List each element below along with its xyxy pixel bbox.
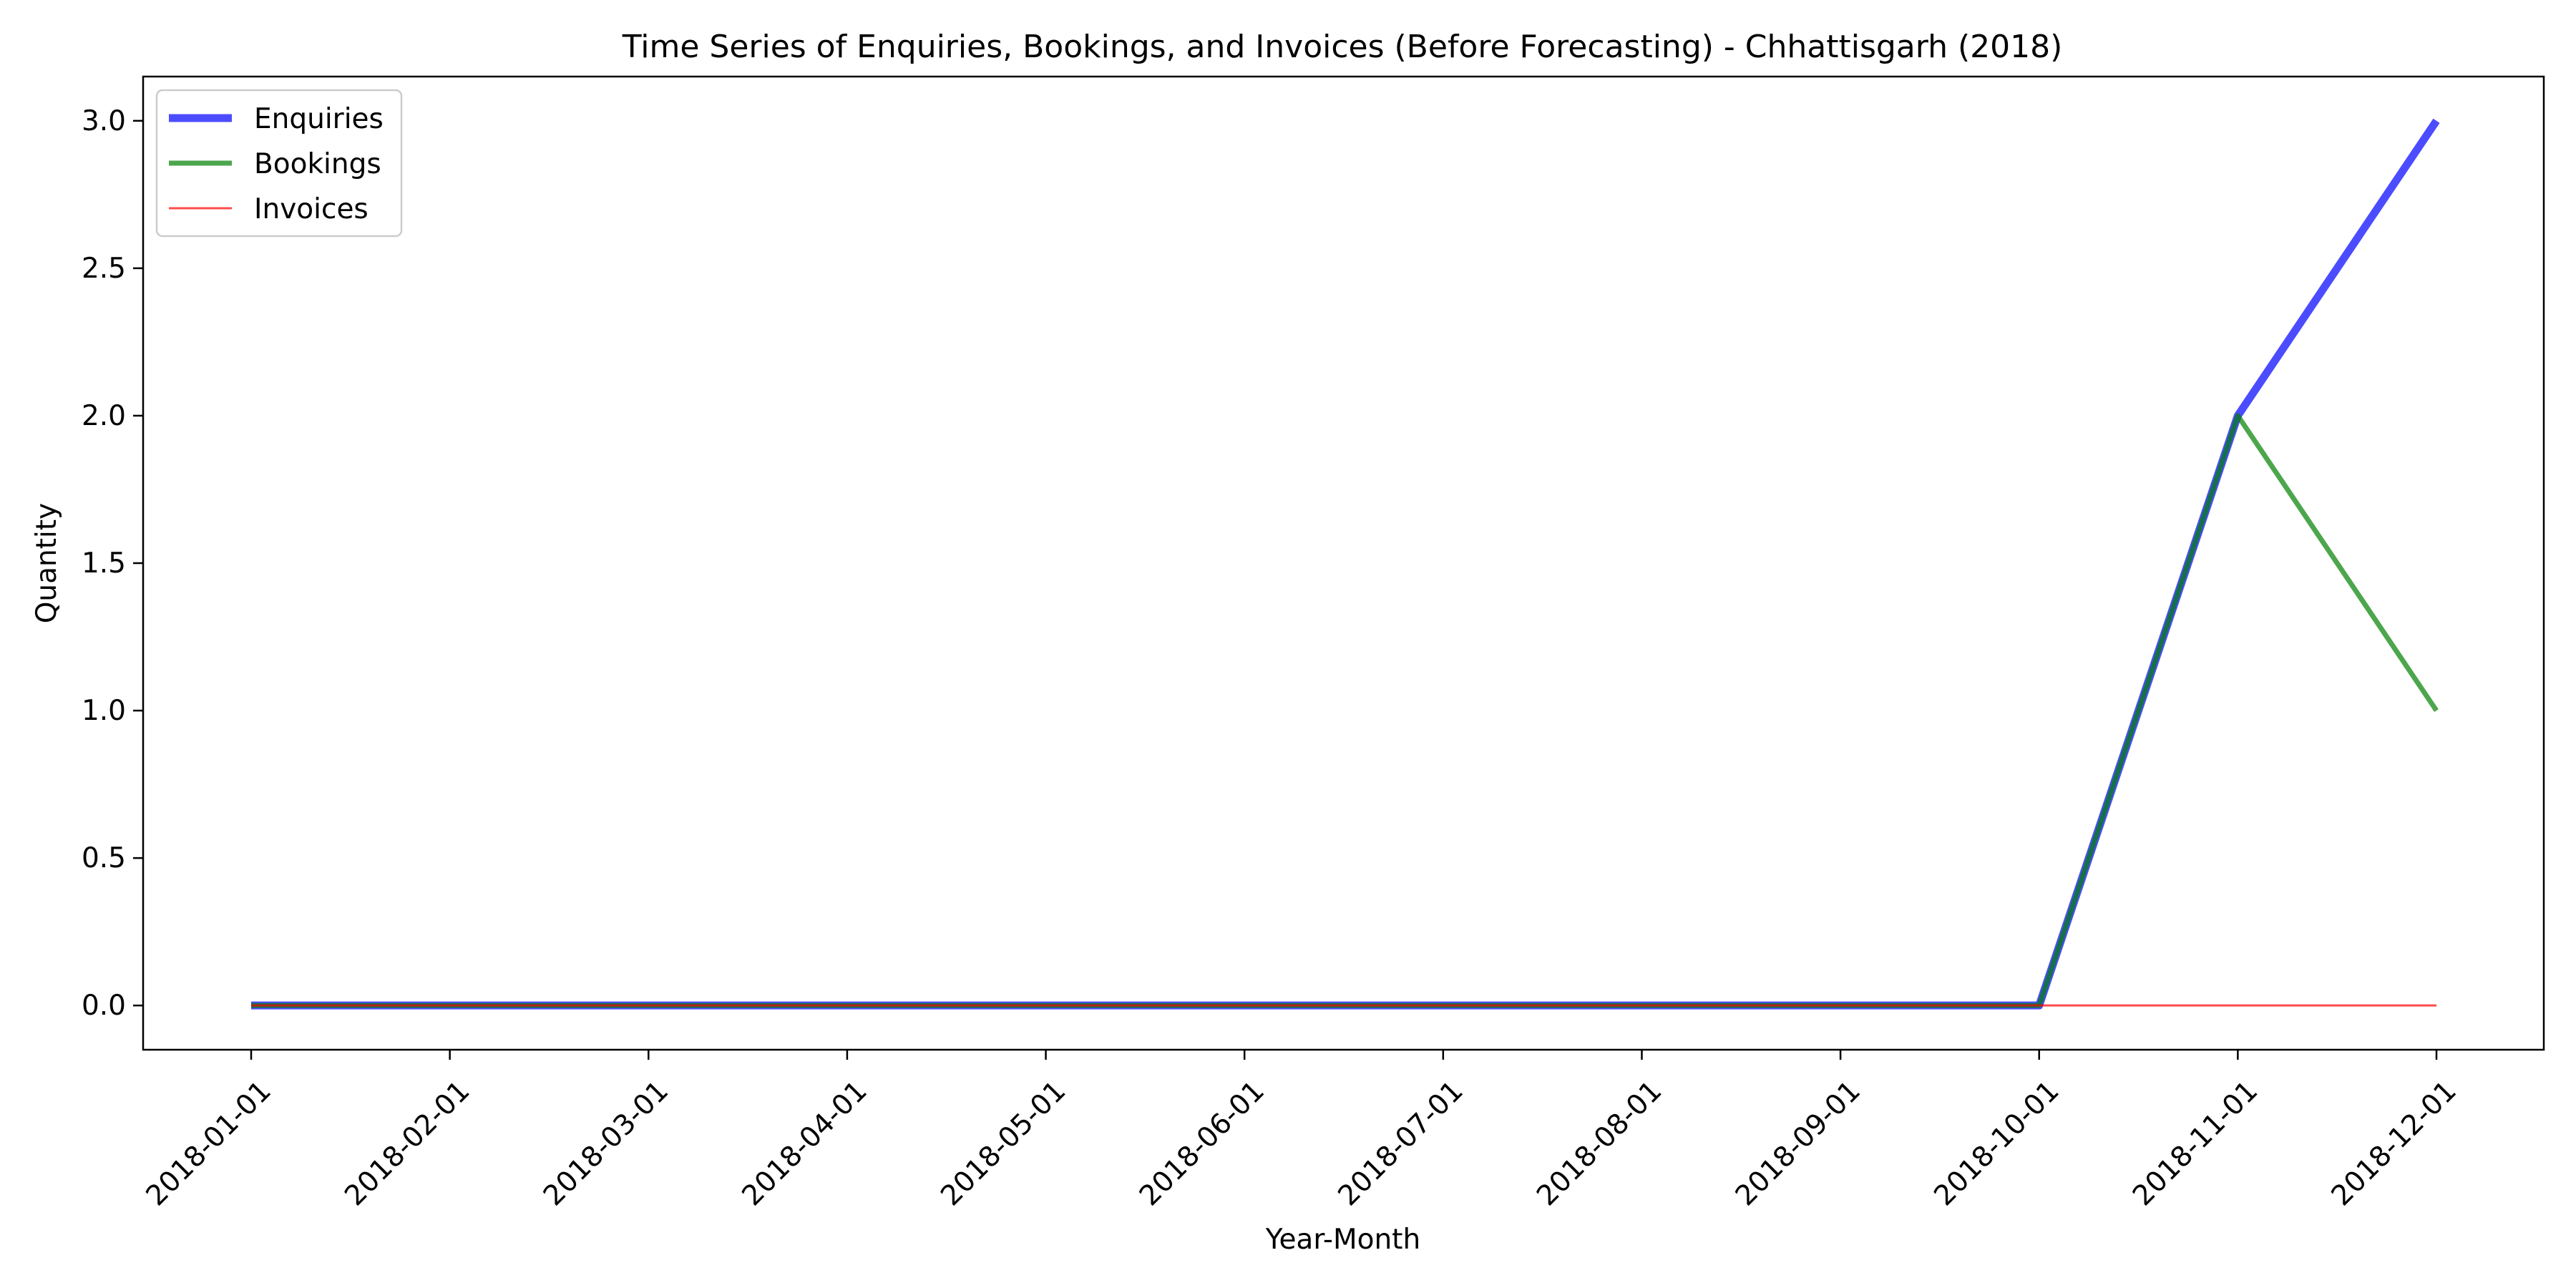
series-line-enquiries — [251, 118, 2440, 1010]
axes-frame — [142, 75, 2545, 1051]
x-tick-label: 2018-02-01 — [338, 1075, 476, 1212]
x-tick-label: 2018-10-01 — [1928, 1075, 2066, 1212]
y-axis-label: Quantity — [31, 503, 63, 624]
y-tick-label: 1.5 — [82, 547, 126, 580]
x-tick-label: 2018-07-01 — [1332, 1075, 1470, 1212]
x-tick-label: 2018-11-01 — [2127, 1075, 2264, 1212]
y-tick-label: 2.0 — [82, 400, 126, 432]
legend-label-invoices: Invoices — [254, 193, 369, 225]
x-tick-label: 2018-05-01 — [935, 1075, 1072, 1212]
series-line-bookings — [251, 413, 2439, 1008]
x-tick-label: 2018-03-01 — [537, 1075, 675, 1212]
y-tick-label: 0.5 — [82, 842, 126, 874]
series-layer — [251, 118, 2440, 1010]
legend-label-enquiries: Enquiries — [254, 103, 384, 135]
x-axis-label: Year-Month — [1265, 1224, 1420, 1256]
x-tick-label: 2018-12-01 — [2326, 1075, 2463, 1212]
x-tick-label: 2018-08-01 — [1531, 1075, 1668, 1212]
x-axis: 2018-01-01 2018-02-01 2018-03-01 2018-04-01… — [140, 1050, 2463, 1212]
legend-box — [155, 89, 403, 238]
y-tick-label: 0.0 — [82, 990, 126, 1022]
x-tick-label: 2018-01-01 — [140, 1075, 278, 1212]
x-tick-label: 2018-06-01 — [1133, 1075, 1271, 1212]
y-axis: 0.0 0.5 1.0 1.5 2.0 2.5 3.0 — [82, 105, 143, 1022]
y-tick-label: 1.0 — [82, 695, 126, 727]
legend: Enquiries Bookings Invoices — [155, 89, 403, 238]
y-tick-label: 2.5 — [82, 253, 126, 285]
legend-label-bookings: Bookings — [254, 148, 381, 180]
x-tick-label: 2018-09-01 — [1729, 1075, 1867, 1212]
y-tick-label: 3.0 — [82, 105, 126, 137]
x-tick-label: 2018-04-01 — [736, 1075, 874, 1212]
chart-title: Time Series of Enquiries, Bookings, and … — [622, 29, 2063, 65]
